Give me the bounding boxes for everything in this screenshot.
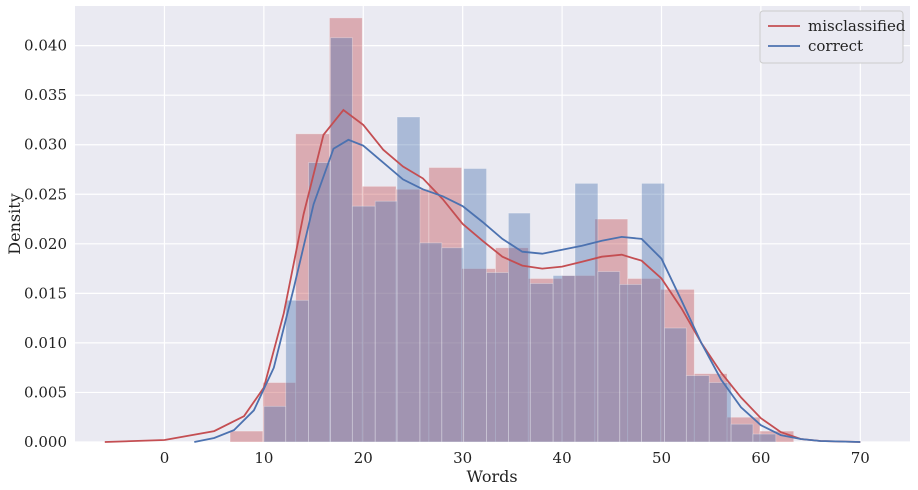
- misclassified-bar: [527, 278, 563, 443]
- misclassified-bars: [229, 17, 795, 443]
- misclassified-bar: [461, 268, 496, 443]
- correct-bar: [463, 168, 487, 443]
- misclassified-bar: [660, 288, 695, 443]
- x-tick-label: 40: [553, 449, 572, 467]
- correct-bar: [752, 433, 777, 443]
- legend-box: [759, 10, 904, 64]
- x-tick-label: 30: [453, 449, 472, 467]
- correct-bar: [351, 205, 376, 443]
- correct-bar: [285, 299, 310, 443]
- correct-bar: [730, 423, 754, 443]
- correct-bar: [574, 182, 599, 443]
- correct-bar: [619, 284, 643, 443]
- misclassified-bar: [693, 373, 728, 443]
- correct-bar: [486, 272, 509, 443]
- x-tick-label: 0: [160, 449, 170, 467]
- legend-label-misclassified: misclassified: [808, 17, 906, 35]
- misclassified-bar: [428, 167, 463, 443]
- y-tick-label: 0.030: [24, 136, 67, 154]
- legend-label-correct: correct: [808, 37, 863, 55]
- correct-bar: [396, 116, 421, 443]
- y-tick-label: 0.025: [24, 185, 67, 203]
- correct-bar: [529, 283, 554, 443]
- x-tick-label: 10: [254, 449, 273, 467]
- correct-kde-line: [194, 138, 861, 443]
- x-tick-label: 20: [354, 449, 373, 467]
- correct-bar: [508, 212, 531, 443]
- y-axis-ticks: 0.000 0.005 0.010 0.015 0.020 0.025 0.030 0.035…: [24, 37, 67, 451]
- y-tick-label: 0.015: [24, 284, 67, 302]
- correct-bar: [708, 382, 732, 443]
- correct-bar: [308, 162, 331, 443]
- y-tick-label: 0.020: [24, 235, 67, 253]
- misclassified-bar: [395, 188, 430, 443]
- correct-bar: [597, 271, 621, 443]
- correct-bar: [263, 405, 287, 443]
- y-axis-label: Density: [5, 193, 24, 254]
- correct-bar: [419, 242, 443, 443]
- misclassified-bar: [262, 382, 297, 443]
- correct-bar: [552, 275, 576, 443]
- x-axis-label: Words: [466, 467, 517, 486]
- x-tick-label: 50: [652, 449, 671, 467]
- correct-bar: [685, 375, 710, 443]
- misclassified-bar: [561, 275, 596, 443]
- x-axis-ticks: 0 10 20 30 40 50 60 70: [160, 449, 870, 467]
- correct-bar: [330, 37, 353, 443]
- y-tick-label: 0.000: [24, 433, 67, 451]
- misclassified-bar: [329, 17, 363, 443]
- misclassified-bar: [726, 416, 761, 443]
- y-tick-label: 0.005: [24, 383, 67, 401]
- correct-bar: [374, 200, 398, 443]
- y-tick-label: 0.040: [24, 37, 67, 55]
- misclassified-kde-line: [104, 108, 861, 443]
- x-tick-label: 70: [851, 449, 870, 467]
- misclassified-bar: [495, 247, 529, 443]
- misclassified-bar: [627, 278, 661, 443]
- misclassified-bar: [229, 430, 264, 443]
- y-tick-label: 0.010: [24, 334, 67, 352]
- correct-bar: [664, 327, 687, 443]
- legend: misclassified correct: [759, 10, 906, 64]
- misclassified-bar: [295, 133, 330, 443]
- x-tick-label: 60: [751, 449, 770, 467]
- correct-bar: [441, 247, 465, 443]
- correct-bars: [263, 37, 777, 443]
- correct-bar: [641, 182, 665, 443]
- grid-lines: [75, 6, 910, 443]
- y-tick-label: 0.035: [24, 86, 67, 104]
- plot-area: [75, 6, 910, 442]
- misclassified-bar: [361, 185, 397, 443]
